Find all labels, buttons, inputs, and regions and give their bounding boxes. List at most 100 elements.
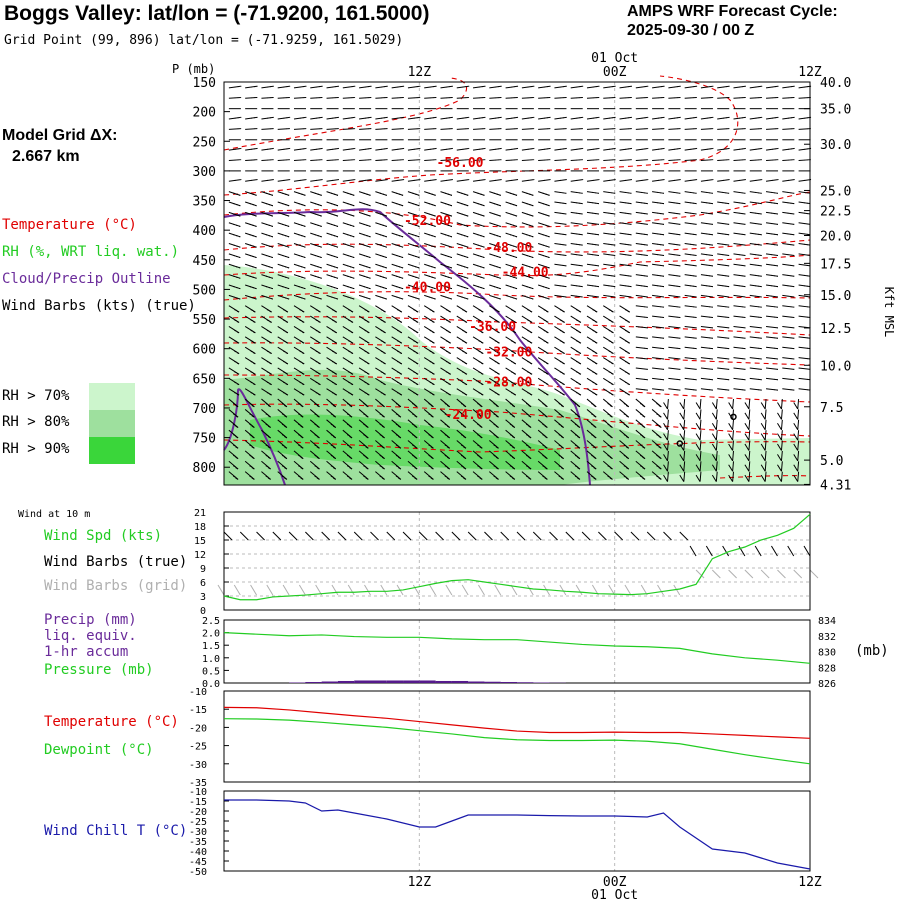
wind-barb	[798, 315, 811, 319]
pressure-tick-label-right: 828	[818, 663, 836, 674]
wind-barb	[619, 243, 632, 246]
wind-barb	[489, 263, 501, 269]
wind-barb	[538, 232, 550, 238]
wind-barb	[570, 116, 584, 120]
wind-barb	[749, 263, 762, 267]
wind-barb	[635, 429, 646, 439]
wind-barb	[228, 305, 240, 313]
wind-barb	[309, 450, 320, 460]
wind-barb	[245, 179, 258, 182]
wind-barb	[537, 398, 548, 408]
pressure-tick-label-right: 830	[818, 648, 836, 659]
wind-barb	[391, 147, 405, 151]
wind-barb	[760, 471, 767, 482]
wind-barb	[782, 147, 795, 151]
wind-barb	[570, 128, 583, 130]
wind-barb	[684, 179, 698, 182]
wind-barb	[228, 419, 239, 428]
wind-barb	[782, 191, 795, 194]
wind-barb	[358, 274, 371, 279]
wind-barb	[684, 263, 697, 267]
wind-barb	[228, 367, 240, 375]
wind-barb	[733, 346, 746, 350]
wind-barb	[440, 388, 451, 396]
precip-bar	[451, 680, 469, 683]
wind-barb	[521, 388, 533, 396]
wind-barb	[359, 116, 372, 120]
wind-barb	[456, 284, 469, 290]
wind-barb	[619, 201, 632, 205]
wind-barb	[782, 159, 795, 162]
wind-barb	[749, 253, 762, 257]
wind-barb	[456, 222, 469, 227]
wind-barb	[700, 274, 713, 277]
wind-barb	[537, 315, 549, 323]
wind-barb	[717, 263, 730, 267]
wind-barb	[293, 147, 307, 151]
wind-barb	[342, 232, 355, 238]
wind-barb	[554, 85, 567, 89]
wind-barb	[391, 201, 404, 207]
wind-barb	[277, 429, 288, 439]
wind-barb	[733, 116, 746, 120]
wind-barb	[391, 211, 404, 217]
wind-barb	[505, 326, 517, 334]
wind-barb	[424, 85, 437, 89]
wind-barb	[261, 201, 274, 207]
wind-barb	[505, 179, 519, 182]
wind-barb	[423, 377, 435, 386]
precip-panel-tick-label: 2.5	[202, 616, 220, 627]
wind-barb	[391, 159, 404, 162]
wind-barb	[537, 357, 549, 365]
wind-barb	[424, 263, 436, 269]
wind-barb	[440, 159, 453, 162]
wind-barb	[505, 128, 518, 130]
wind-barb	[717, 96, 730, 99]
wind-barb	[570, 191, 583, 194]
wind-barb	[554, 96, 567, 99]
wind-barb	[651, 419, 662, 428]
windchill-panel-frame	[223, 790, 811, 872]
wind-barb	[679, 399, 686, 410]
wind-barb	[472, 367, 484, 375]
wind-barb	[391, 128, 404, 130]
wind-barb	[228, 243, 241, 248]
wind-barb	[603, 294, 616, 298]
wind-barb	[635, 450, 646, 460]
wind-barb	[782, 274, 795, 277]
wind-barb	[603, 147, 616, 151]
wind-barb	[749, 159, 763, 162]
wind-barb	[700, 263, 713, 267]
wind-barb	[326, 460, 337, 470]
wind-barb	[521, 284, 534, 290]
dewpoint-line	[223, 718, 811, 765]
wind-barb	[537, 450, 548, 460]
wind-barb	[310, 128, 323, 130]
wind-barb	[744, 399, 751, 410]
wind-barb	[342, 284, 355, 290]
wind-barb	[537, 460, 548, 470]
wind-barb	[663, 450, 669, 462]
wind-barb	[744, 440, 751, 451]
wind-barb	[228, 159, 242, 162]
wind-barb	[407, 211, 420, 217]
wind-barb	[684, 159, 697, 162]
wind-barb	[228, 294, 241, 300]
wind-barb	[586, 85, 600, 89]
wind-barb	[375, 326, 386, 334]
wind-barb	[619, 263, 632, 267]
wind-barb	[765, 263, 779, 267]
wind-barb	[700, 367, 713, 370]
precip-bar	[370, 680, 387, 683]
wind-barb	[521, 159, 535, 162]
wind-barb	[749, 325, 762, 329]
wind-barb	[293, 419, 304, 428]
wind-barb	[375, 263, 387, 269]
wind-barb	[342, 336, 354, 344]
wind-barb	[358, 346, 370, 355]
wind-barb	[765, 284, 779, 288]
wind-barb	[782, 96, 795, 99]
wind-barb	[652, 305, 665, 308]
wind-barb	[342, 419, 353, 428]
wind-barb	[407, 419, 418, 428]
